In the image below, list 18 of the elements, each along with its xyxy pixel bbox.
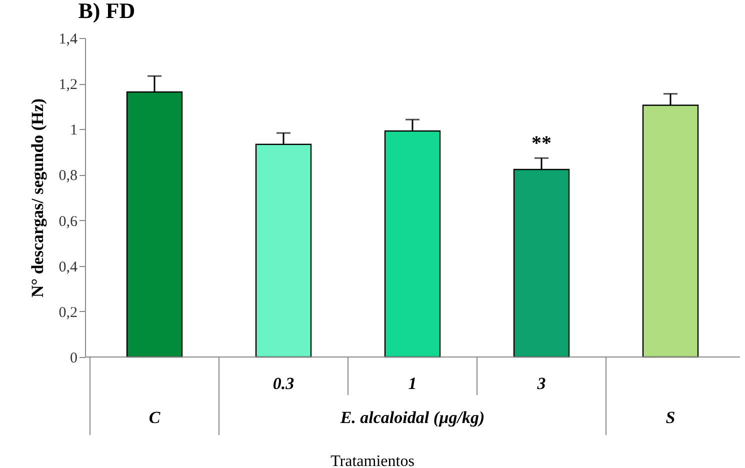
y-tick-label: 0,8 (58, 168, 78, 184)
y-axis-title: N° descargas/ segundo (Hz) (28, 98, 47, 298)
y-tick-label: 0,4 (58, 259, 78, 276)
x-tick-label: C (148, 408, 161, 427)
y-tick-label: 1,2 (58, 77, 78, 94)
annotation: ** (532, 132, 552, 155)
x-axis-title: Tratamientos (330, 453, 414, 468)
chart-title: B) FD (78, 0, 136, 23)
y-tick-label: 1,4 (58, 32, 78, 48)
x-tick-label: 0.3 (272, 374, 295, 393)
x-tick-label: 1 (408, 374, 417, 393)
text: E. alcaloidal (µg/kg) (339, 408, 485, 427)
x-tick-label: 3 (536, 374, 546, 393)
y-tick-label: 0,6 (58, 214, 78, 230)
y-tick-label: 0,2 (58, 304, 78, 321)
y-tick-label: 1 (70, 122, 78, 139)
y-tick-label: 0 (70, 350, 78, 366)
x-tick-label: S (666, 408, 676, 427)
